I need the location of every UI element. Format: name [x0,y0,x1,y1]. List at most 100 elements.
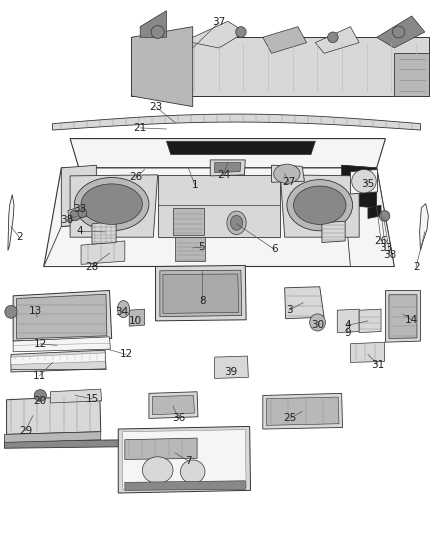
Text: 23: 23 [149,102,162,111]
Ellipse shape [81,184,142,224]
Polygon shape [368,205,381,219]
Text: 30: 30 [311,320,324,330]
Text: 12: 12 [34,339,47,349]
Polygon shape [17,294,107,339]
Text: 35: 35 [361,180,374,189]
Ellipse shape [310,314,325,331]
Polygon shape [131,27,193,107]
Polygon shape [394,53,429,96]
Polygon shape [166,141,315,155]
Text: 3: 3 [286,305,293,315]
Ellipse shape [5,305,17,318]
Polygon shape [129,309,145,326]
Polygon shape [263,27,307,53]
Polygon shape [92,221,116,244]
Polygon shape [44,224,96,266]
Ellipse shape [117,301,130,318]
Ellipse shape [287,180,353,231]
Text: 36: 36 [172,414,185,423]
Text: 4: 4 [345,320,352,330]
Polygon shape [193,21,245,48]
Ellipse shape [34,390,46,401]
Polygon shape [350,169,378,194]
Polygon shape [123,430,246,489]
Polygon shape [118,426,251,493]
Polygon shape [44,168,394,266]
Text: 38: 38 [383,250,396,260]
Text: 39: 39 [224,367,237,377]
Polygon shape [215,356,248,378]
Ellipse shape [230,215,243,230]
Text: 11: 11 [33,371,46,381]
Polygon shape [50,389,102,403]
Text: 13: 13 [29,306,42,316]
Polygon shape [61,165,96,227]
Polygon shape [68,205,88,221]
Text: 10: 10 [128,317,141,326]
Ellipse shape [352,169,376,193]
Polygon shape [342,165,377,208]
Polygon shape [210,160,245,176]
Text: 5: 5 [198,243,205,252]
Text: 33: 33 [379,243,392,253]
Ellipse shape [142,457,173,483]
Polygon shape [389,295,417,338]
Text: 29: 29 [19,426,32,435]
Text: 7: 7 [185,456,192,466]
Polygon shape [131,37,429,96]
Text: 38: 38 [60,215,73,224]
Text: 31: 31 [371,360,385,369]
Text: 8: 8 [199,296,206,306]
Ellipse shape [274,164,300,183]
Ellipse shape [74,177,149,231]
Text: 2: 2 [413,262,420,271]
Polygon shape [280,175,359,237]
Polygon shape [173,208,204,235]
Polygon shape [4,440,131,448]
Polygon shape [322,221,345,243]
Text: 15: 15 [85,394,99,403]
Polygon shape [342,165,394,266]
Polygon shape [140,11,166,37]
Text: 27: 27 [283,177,296,187]
Polygon shape [420,204,428,251]
Polygon shape [158,175,280,237]
Polygon shape [152,395,194,415]
Ellipse shape [180,460,205,483]
Polygon shape [377,16,425,48]
Ellipse shape [236,27,246,37]
Polygon shape [7,395,101,434]
Text: 6: 6 [271,245,278,254]
Ellipse shape [151,26,164,38]
Polygon shape [160,270,242,317]
Polygon shape [337,309,359,333]
Text: 34: 34 [115,307,128,317]
Polygon shape [53,114,420,130]
Polygon shape [163,274,239,313]
Text: 28: 28 [85,262,99,271]
Text: 4: 4 [76,227,83,236]
Polygon shape [70,175,158,237]
Polygon shape [155,265,246,321]
Polygon shape [263,393,343,429]
Polygon shape [385,290,420,342]
Ellipse shape [293,186,346,224]
Polygon shape [13,337,110,352]
Polygon shape [149,392,198,418]
Text: 24: 24 [217,170,230,180]
Polygon shape [315,27,359,53]
Ellipse shape [78,209,87,217]
Text: 25: 25 [283,414,297,423]
Polygon shape [125,481,245,490]
Polygon shape [285,287,324,319]
Text: 9: 9 [344,328,351,338]
Polygon shape [175,237,205,261]
Polygon shape [350,342,385,362]
Text: 21: 21 [134,123,147,133]
Polygon shape [215,163,241,173]
Text: 1: 1 [191,180,198,190]
Text: 26: 26 [374,236,388,246]
Text: 14: 14 [405,315,418,325]
Polygon shape [272,165,304,182]
Polygon shape [125,438,197,459]
